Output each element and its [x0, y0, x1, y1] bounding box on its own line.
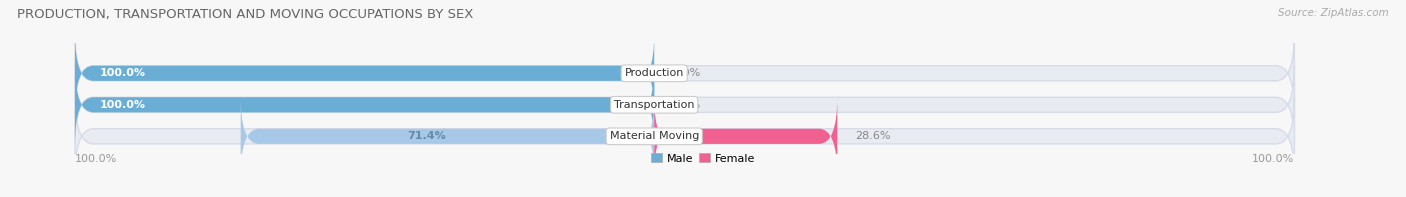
FancyBboxPatch shape: [75, 65, 1295, 145]
Text: 100.0%: 100.0%: [100, 68, 145, 78]
FancyBboxPatch shape: [240, 97, 654, 176]
Text: Transportation: Transportation: [614, 100, 695, 110]
Legend: Male, Female: Male, Female: [647, 149, 759, 168]
Text: 100.0%: 100.0%: [75, 154, 117, 164]
Text: Source: ZipAtlas.com: Source: ZipAtlas.com: [1278, 8, 1389, 18]
FancyBboxPatch shape: [75, 97, 1295, 176]
Text: PRODUCTION, TRANSPORTATION AND MOVING OCCUPATIONS BY SEX: PRODUCTION, TRANSPORTATION AND MOVING OC…: [17, 8, 474, 21]
FancyBboxPatch shape: [654, 97, 838, 176]
Text: 100.0%: 100.0%: [1253, 154, 1295, 164]
Text: 0.0%: 0.0%: [672, 68, 700, 78]
Text: 0.0%: 0.0%: [672, 100, 700, 110]
FancyBboxPatch shape: [75, 33, 654, 113]
Text: Material Moving: Material Moving: [610, 131, 699, 141]
Text: Production: Production: [624, 68, 683, 78]
FancyBboxPatch shape: [75, 65, 654, 145]
Text: 71.4%: 71.4%: [408, 131, 446, 141]
Text: 100.0%: 100.0%: [100, 100, 145, 110]
FancyBboxPatch shape: [75, 33, 1295, 113]
Text: 28.6%: 28.6%: [856, 131, 891, 141]
